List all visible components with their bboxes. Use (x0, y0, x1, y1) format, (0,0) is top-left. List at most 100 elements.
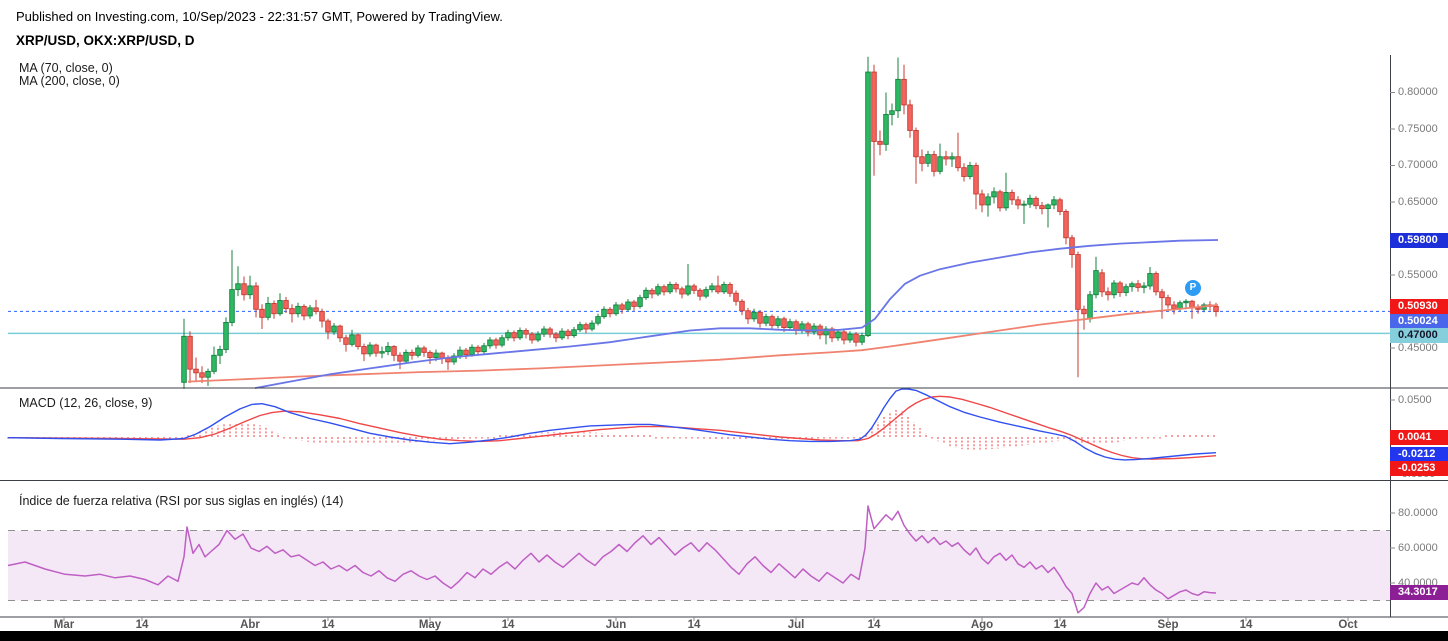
time-axis-label[interactable]: 14 (1053, 619, 1067, 631)
ma200-line[interactable] (187, 304, 1219, 383)
candle-body (301, 305, 307, 317)
candle-body (583, 324, 589, 330)
candle-body (547, 328, 553, 335)
macd-hist-value-badge: 0.0041 (1390, 429, 1448, 445)
candle-body (307, 307, 313, 317)
candle-body (1153, 273, 1159, 293)
candle-body (601, 308, 607, 318)
candle-body (313, 307, 319, 312)
time-axis-label[interactable]: 14 (135, 619, 149, 631)
candle-body (949, 156, 955, 160)
price-axis-label: 0.75000 (1398, 122, 1438, 135)
ma70-line[interactable] (254, 239, 1219, 389)
candle-body (913, 130, 919, 158)
time-axis-label[interactable]: 14 (867, 619, 881, 631)
time-axis-label[interactable]: 14 (321, 619, 335, 631)
rsi-value-badge: 34.3017 (1390, 584, 1448, 600)
candle-body (265, 303, 271, 318)
candle-body (379, 351, 385, 354)
candle-body (1015, 199, 1021, 206)
publisher-pin-icon[interactable]: P (1185, 280, 1201, 296)
candle-body (649, 289, 655, 295)
candle-body (859, 335, 865, 343)
rsi-line[interactable] (7, 505, 1217, 614)
candle-body (769, 316, 775, 326)
time-axis-label[interactable]: May (418, 619, 442, 631)
macd-indicator-label[interactable]: MACD (12, 26, close, 9) (19, 396, 153, 410)
candle-body (385, 346, 391, 353)
candle-body (571, 329, 577, 337)
candle-body (523, 330, 529, 335)
candle-body (631, 301, 637, 307)
bottom-bar (0, 631, 1448, 641)
candle-body (361, 346, 367, 355)
candle-body (409, 351, 415, 356)
candle-body (541, 328, 547, 335)
symbol-title[interactable]: XRP/USD, OKX:XRP/USD, D (16, 33, 195, 48)
time-axis-label[interactable]: Sep (1157, 619, 1179, 631)
time-axis-label[interactable]: Mar (53, 619, 75, 631)
time-axis-label[interactable]: 14 (1239, 619, 1253, 631)
candle-body (1093, 270, 1099, 296)
price-axis-label: 0.45000 (1398, 341, 1438, 354)
ma200-legend[interactable]: MA (200, close, 0) (19, 74, 120, 88)
candle-body (883, 113, 889, 145)
ma70-value-badge: 0.59800 (1390, 232, 1448, 248)
macd-signal-line[interactable] (7, 395, 1217, 460)
candle-body (931, 154, 937, 172)
candle-body (187, 335, 193, 370)
candle-body (421, 347, 427, 353)
candle-body (619, 304, 625, 310)
candle-body (763, 316, 769, 324)
published-line: Published on Investing.com, 10/Sep/2023 … (16, 9, 503, 24)
candle-body (247, 285, 253, 296)
candle-body (775, 318, 781, 326)
candle-body (1075, 254, 1081, 310)
ma70-legend[interactable]: MA (70, close, 0) (19, 61, 113, 75)
macd-signal-value-badge: -0.0253 (1390, 460, 1448, 476)
candle-body (511, 332, 517, 339)
candle-body (217, 349, 223, 356)
macd-line[interactable] (7, 388, 1217, 461)
time-axis-label[interactable]: Jul (787, 619, 805, 631)
candle-body (787, 321, 793, 329)
time-axis-label[interactable]: 14 (501, 619, 515, 631)
candle-body (691, 285, 697, 291)
candle-body (895, 78, 901, 112)
candle-body (805, 323, 811, 333)
candle-body (853, 333, 859, 343)
time-axis-label[interactable]: Abr (240, 619, 260, 631)
time-axis-label[interactable]: Oct (1338, 619, 1358, 631)
candle-body (643, 289, 649, 299)
candle-body (835, 331, 841, 339)
candle-body (1213, 305, 1219, 312)
candle-body (1051, 199, 1057, 206)
time-axis-label[interactable]: 14 (687, 619, 701, 631)
candle-body (337, 325, 343, 339)
rsi-axis-label: 40.0000 (1398, 576, 1438, 589)
last-price-badge: 0.50024 (1390, 313, 1448, 329)
candle-body (961, 167, 967, 177)
candle-body (325, 320, 331, 333)
candle-body (1135, 283, 1141, 288)
candle-body (1069, 237, 1075, 256)
candle-body (1141, 285, 1147, 288)
time-axis-label[interactable]: Ago (970, 619, 994, 631)
time-axis-label[interactable]: Jun (605, 619, 627, 631)
candle-body (1087, 294, 1093, 320)
candle-body (487, 339, 493, 347)
candle-body (283, 300, 289, 310)
candle-body (793, 321, 799, 331)
candle-body (1183, 300, 1189, 304)
candle-body (715, 285, 721, 293)
candle-body (259, 308, 265, 318)
candle-body (865, 71, 871, 337)
candle-body (475, 346, 481, 353)
rsi-indicator-label[interactable]: Índice de fuerza relativa (RSI por sus s… (19, 494, 344, 508)
candle-body (1033, 197, 1039, 207)
candle-body (319, 311, 325, 322)
candle-body (373, 344, 379, 354)
candle-body (1117, 282, 1123, 293)
